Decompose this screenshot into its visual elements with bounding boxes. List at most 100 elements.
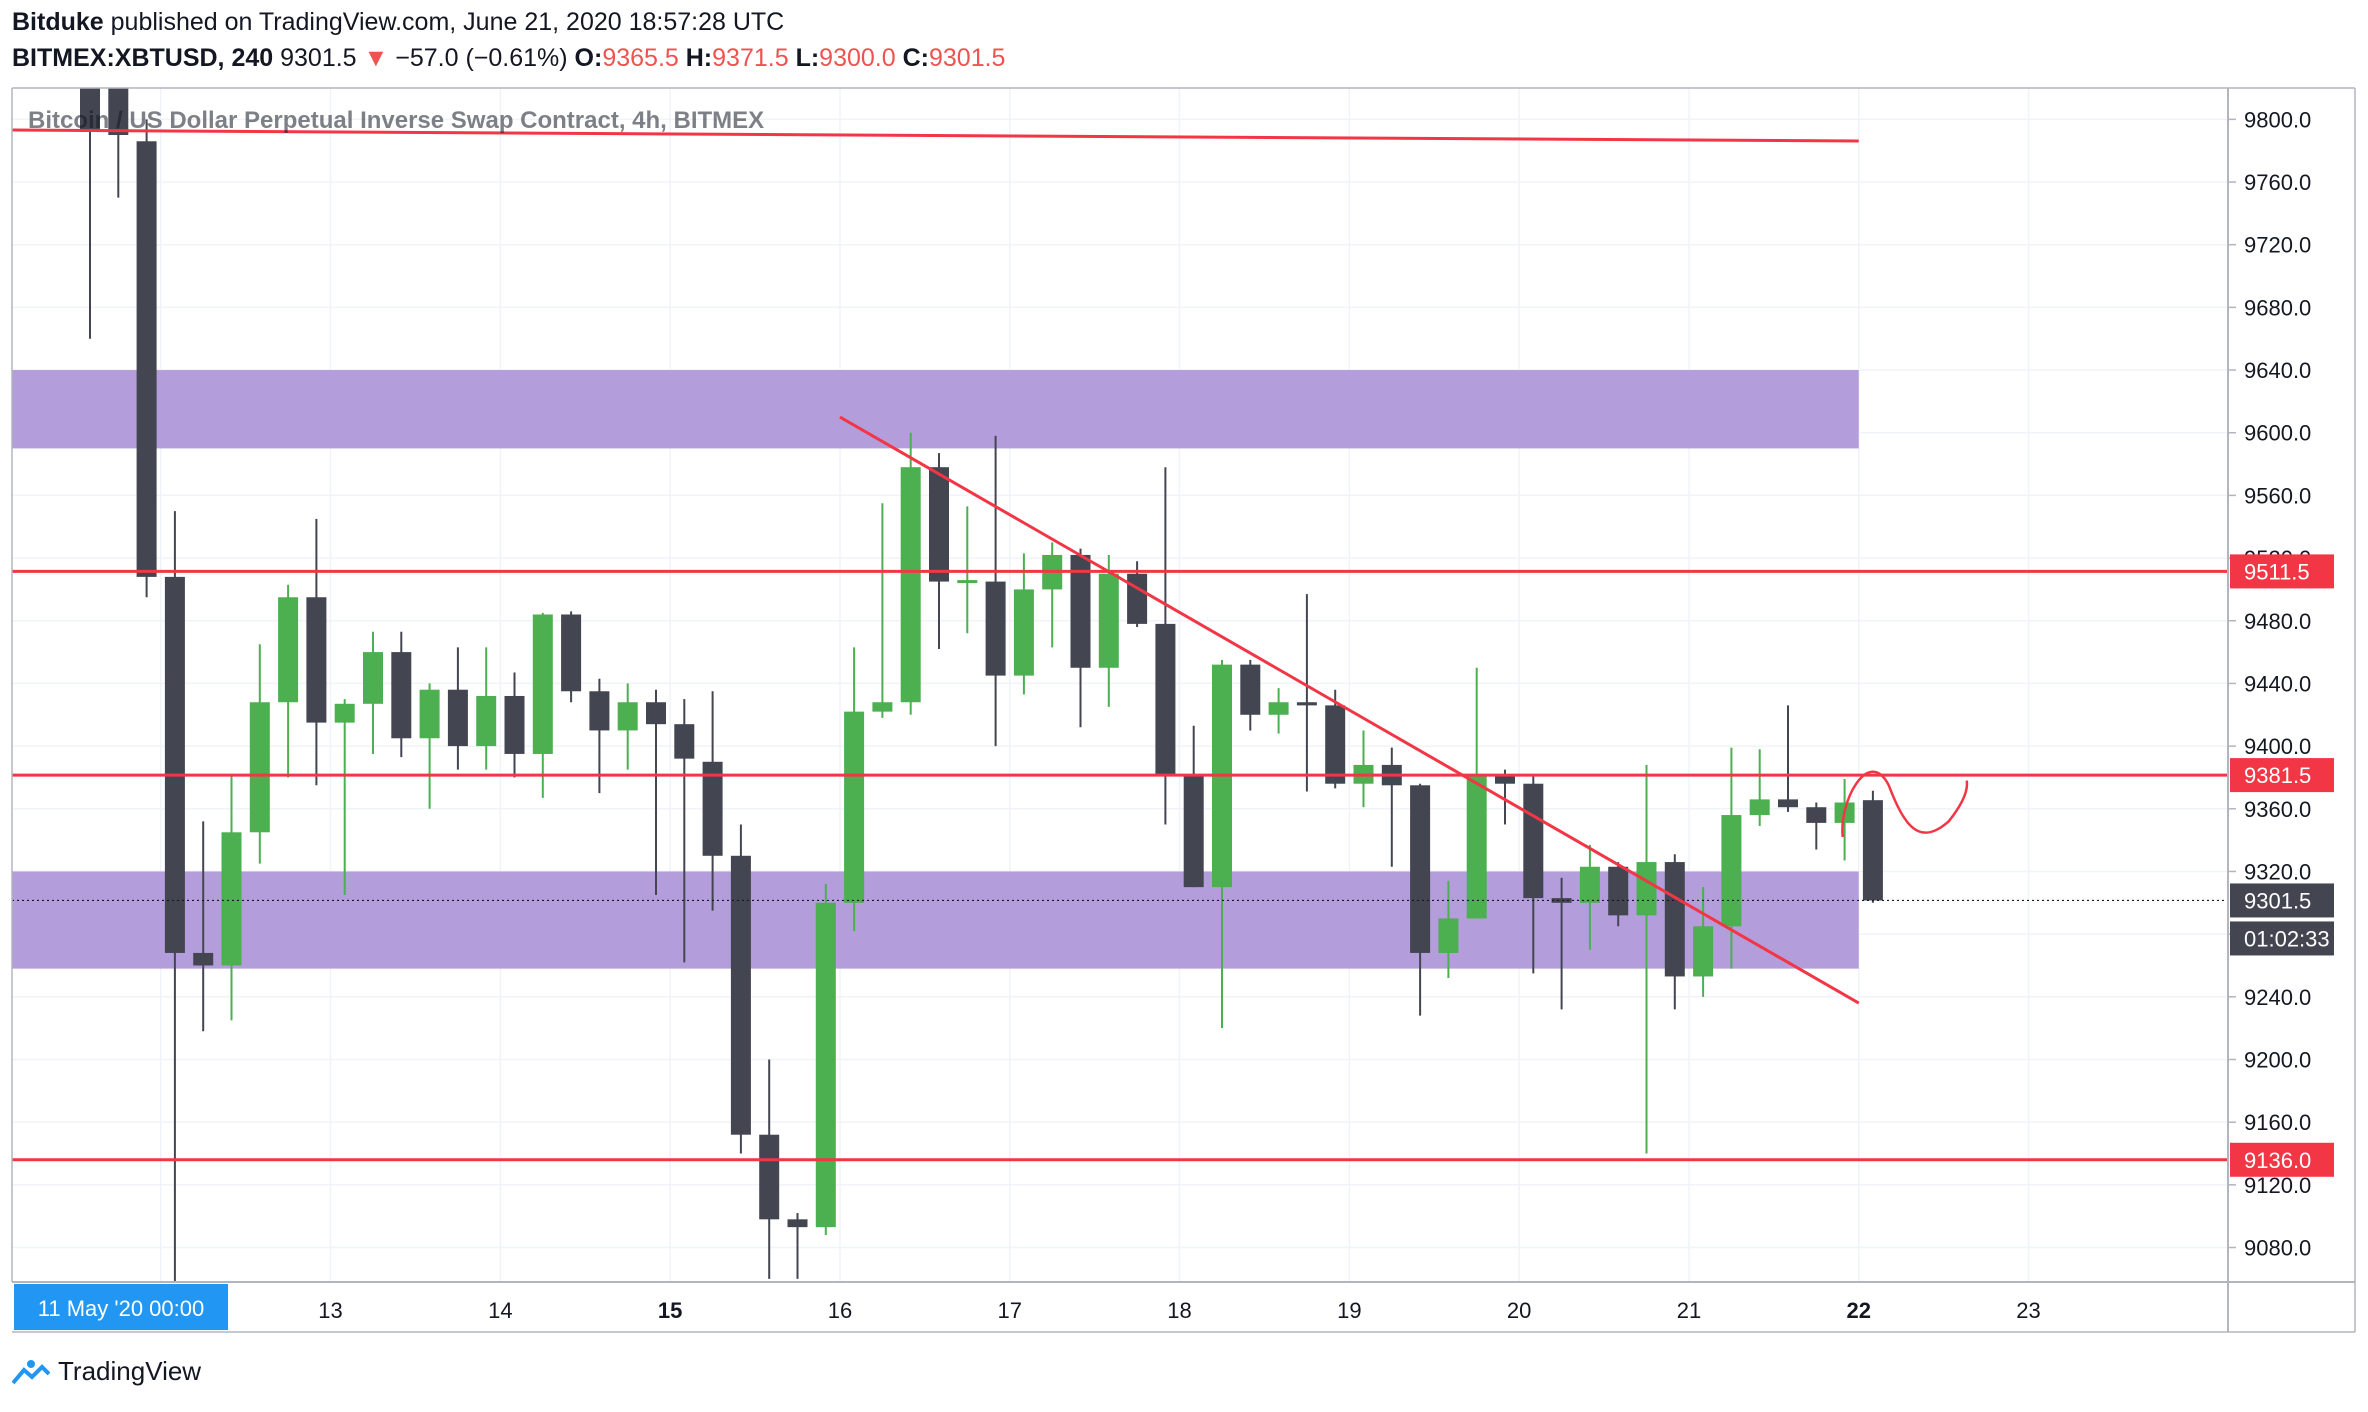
candle-up	[872, 702, 893, 712]
candle-up	[1579, 866, 1600, 903]
price-tick-label: 9560.0	[2244, 483, 2311, 508]
candle-up	[1693, 926, 1714, 977]
price-tick-label: 9200.0	[2244, 1047, 2311, 1072]
price-zone	[12, 370, 1859, 449]
candle-down	[1155, 623, 1176, 775]
last-price-label: 9301.5	[2244, 888, 2311, 913]
price-zone	[12, 871, 1859, 969]
candle-up	[900, 467, 921, 703]
candle-down	[1806, 807, 1827, 823]
candle-down	[1551, 898, 1572, 903]
countdown-label-bg	[2230, 921, 2334, 956]
candle-down	[1664, 862, 1685, 977]
candle-down	[1070, 554, 1091, 668]
tradingview-logo[interactable]: TradingView	[12, 1356, 201, 1387]
time-tick-label: 23	[2016, 1298, 2040, 1323]
candle-up	[249, 702, 270, 833]
level-price-label: 9381.5	[2244, 763, 2311, 788]
candle-down	[646, 702, 666, 725]
candles	[80, 88, 1883, 1282]
candle-down	[1127, 573, 1148, 624]
trendline	[839, 415, 1969, 1005]
price-tick-label: 9320.0	[2244, 859, 2311, 884]
candle-down	[589, 691, 610, 731]
trendline-line	[839, 415, 1860, 1005]
price-tick-label: 9360.0	[2244, 797, 2311, 822]
candle-up	[278, 597, 299, 703]
candle-down	[787, 1219, 808, 1228]
level-price-label: 9511.5	[2244, 559, 2310, 584]
candle-down	[730, 855, 751, 1135]
candle-down	[702, 761, 723, 856]
candle-down	[1296, 702, 1317, 706]
candle-down	[1862, 800, 1883, 901]
open-value: 9365.5	[602, 44, 679, 72]
close-value: 9301.5	[928, 44, 1006, 72]
price-tick-label: 9800.0	[2244, 107, 2311, 132]
candle-down	[1495, 775, 1515, 784]
level-price-label-bg	[2230, 554, 2334, 589]
price-change: −57.0 (−0.61%)	[395, 44, 568, 72]
time-tick-label: 14	[488, 1298, 512, 1323]
candle-down	[759, 1134, 780, 1220]
time-tick-label: 18	[1167, 1298, 1191, 1323]
symbol-label[interactable]: BITMEX:XBTUSD, 240	[12, 44, 274, 72]
candle-up	[476, 695, 497, 747]
candle-down	[1240, 664, 1261, 715]
chart-grid	[12, 88, 2228, 1282]
price-tick-label: 9160.0	[2244, 1110, 2311, 1135]
time-axis: 12131415161718192021222311 May '20 00:00	[14, 1284, 2041, 1330]
time-tick-label: 20	[1507, 1298, 1531, 1323]
candle-up	[221, 832, 242, 966]
close-label: C:	[902, 44, 929, 72]
projection-curve	[1841, 770, 1969, 838]
candle-down	[80, 88, 100, 132]
candle-up	[1749, 799, 1770, 816]
support-resistance-zones	[12, 370, 1859, 969]
candle-down	[391, 652, 412, 739]
candle-up	[1013, 589, 1034, 676]
candle-down	[1325, 705, 1346, 784]
price-tick-label: 9720.0	[2244, 233, 2311, 258]
time-tick-label: 22	[1847, 1298, 1871, 1323]
time-tick-label: 15	[658, 1298, 682, 1323]
level-line	[11, 128, 1859, 143]
author-name[interactable]: Bitduke	[12, 8, 104, 36]
horizontal-levels	[11, 128, 2228, 1162]
last-price: 9301.5	[280, 44, 357, 72]
candle-down	[985, 581, 1006, 676]
change-arrow: ▼	[363, 44, 389, 72]
price-tick-label: 9600.0	[2244, 421, 2311, 446]
tradingview-brand: TradingView	[58, 1356, 202, 1386]
time-tick-label: 21	[1677, 1298, 1701, 1323]
candle-down	[1523, 783, 1544, 899]
time-tick-label: 13	[318, 1298, 342, 1323]
time-tick-label: 16	[828, 1298, 852, 1323]
candle-down	[1778, 799, 1798, 808]
chart-title: Bitcoin / US Dollar Perpetual Inverse Sw…	[28, 107, 764, 134]
candle-up	[617, 702, 638, 731]
candle-up	[419, 689, 440, 739]
symbol-legend: BITMEX:XBTUSD, 240 9301.5 ▼ −57.0 (−0.61…	[12, 44, 1005, 73]
candle-down	[1608, 866, 1629, 916]
candle-down	[306, 597, 327, 723]
price-tick-label: 9080.0	[2244, 1236, 2311, 1261]
price-tick-label: 9680.0	[2244, 295, 2311, 320]
low-value: 9300.0	[819, 44, 896, 72]
time-tick-label: 19	[1337, 1298, 1361, 1323]
price-tick-label: 9760.0	[2244, 170, 2311, 195]
candle-down	[561, 614, 582, 692]
chart-frame	[11, 87, 2356, 1333]
price-tick-label: 9240.0	[2244, 985, 2311, 1010]
price-tick-label: 9480.0	[2244, 609, 2311, 634]
level-price-label-bg	[2230, 1142, 2334, 1177]
low-label: L:	[795, 44, 820, 72]
open-label: O:	[574, 44, 603, 72]
level-price-label: 9136.0	[2244, 1148, 2311, 1173]
tradingview-logo-icon	[12, 1359, 50, 1384]
candle-up	[363, 652, 383, 704]
candle-up	[1466, 775, 1487, 919]
level-price-label-bg	[2230, 758, 2334, 793]
high-value: 9371.5	[712, 44, 789, 72]
